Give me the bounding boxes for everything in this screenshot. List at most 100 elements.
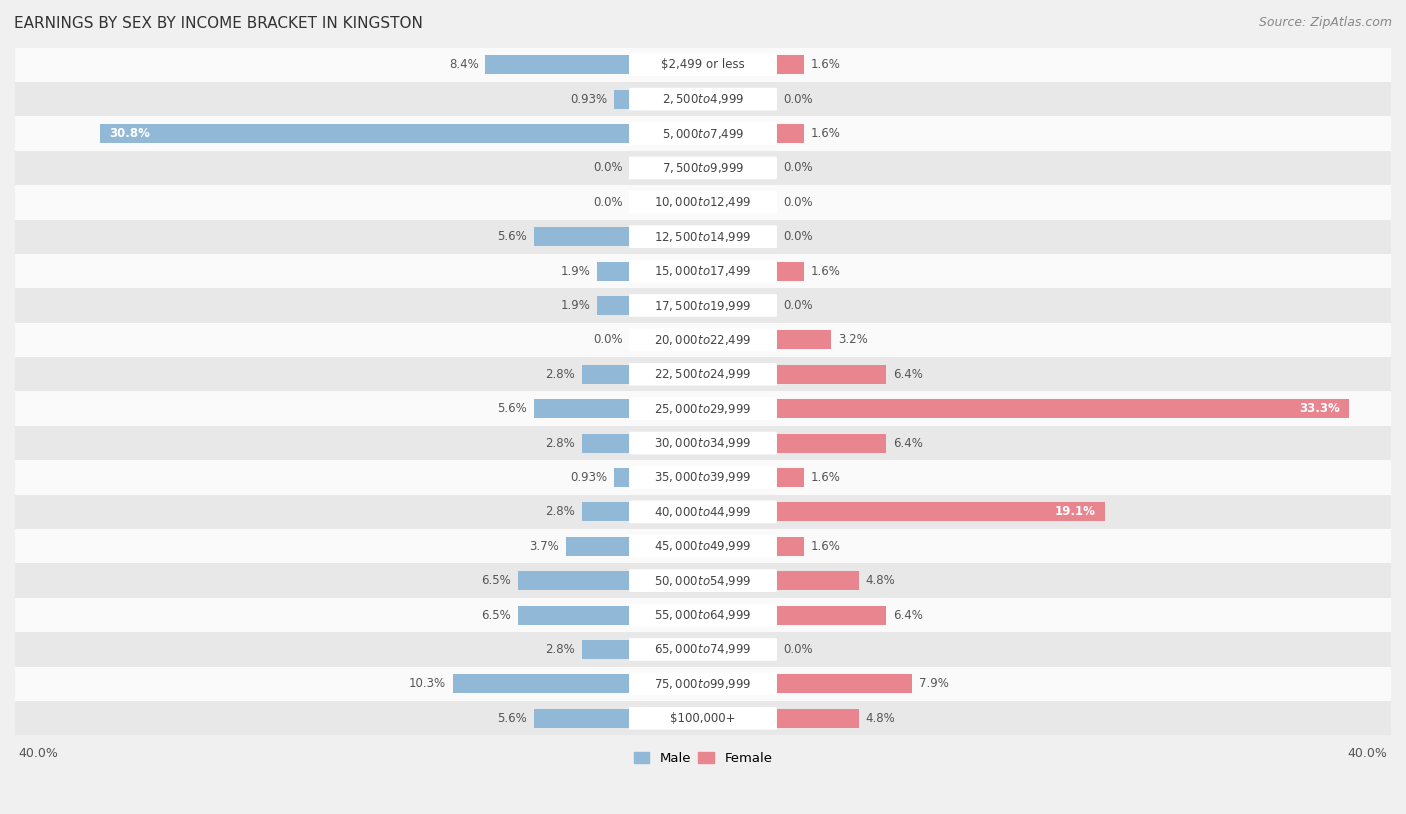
Bar xyxy=(582,434,630,453)
FancyBboxPatch shape xyxy=(628,707,778,729)
Bar xyxy=(15,563,1391,597)
Bar xyxy=(15,82,1391,116)
Text: $7,500 to $9,999: $7,500 to $9,999 xyxy=(662,161,744,175)
Text: 0.93%: 0.93% xyxy=(569,93,607,106)
Text: 0.0%: 0.0% xyxy=(783,196,813,209)
Bar xyxy=(614,468,630,487)
Bar xyxy=(15,47,1391,82)
Text: $25,000 to $29,999: $25,000 to $29,999 xyxy=(654,401,752,416)
Text: 0.0%: 0.0% xyxy=(593,196,623,209)
Bar xyxy=(15,254,1391,288)
FancyBboxPatch shape xyxy=(628,501,778,523)
Text: 30.8%: 30.8% xyxy=(108,127,149,140)
Text: 19.1%: 19.1% xyxy=(1054,505,1097,519)
Text: 1.9%: 1.9% xyxy=(561,299,591,312)
FancyBboxPatch shape xyxy=(628,88,778,111)
FancyBboxPatch shape xyxy=(628,225,778,248)
FancyBboxPatch shape xyxy=(628,363,778,386)
Text: 0.0%: 0.0% xyxy=(783,161,813,174)
Bar xyxy=(15,220,1391,254)
Text: 40.0%: 40.0% xyxy=(1348,747,1388,760)
Text: $30,000 to $34,999: $30,000 to $34,999 xyxy=(654,436,752,450)
Text: 2.8%: 2.8% xyxy=(546,368,575,381)
Bar xyxy=(15,151,1391,185)
Bar xyxy=(517,606,630,624)
Text: $22,500 to $24,999: $22,500 to $24,999 xyxy=(654,367,752,381)
Bar xyxy=(598,261,630,281)
Text: 0.0%: 0.0% xyxy=(593,161,623,174)
Bar xyxy=(598,296,630,315)
Text: 7.9%: 7.9% xyxy=(920,677,949,690)
FancyBboxPatch shape xyxy=(628,431,778,454)
Text: $40,000 to $44,999: $40,000 to $44,999 xyxy=(654,505,752,519)
Text: 2.8%: 2.8% xyxy=(546,643,575,656)
FancyBboxPatch shape xyxy=(628,638,778,661)
Text: 1.6%: 1.6% xyxy=(810,540,841,553)
Text: $20,000 to $22,499: $20,000 to $22,499 xyxy=(654,333,752,347)
Text: $65,000 to $74,999: $65,000 to $74,999 xyxy=(654,642,752,656)
Bar xyxy=(567,536,630,556)
Text: 0.0%: 0.0% xyxy=(783,299,813,312)
Text: 0.0%: 0.0% xyxy=(783,230,813,243)
FancyBboxPatch shape xyxy=(628,122,778,145)
Text: 33.3%: 33.3% xyxy=(1299,402,1340,415)
Bar xyxy=(776,674,912,694)
Text: 4.8%: 4.8% xyxy=(866,711,896,724)
FancyBboxPatch shape xyxy=(628,260,778,282)
Bar xyxy=(776,571,859,590)
Text: 2.8%: 2.8% xyxy=(546,505,575,519)
Bar xyxy=(534,399,630,418)
FancyBboxPatch shape xyxy=(628,329,778,352)
Text: $75,000 to $99,999: $75,000 to $99,999 xyxy=(654,676,752,691)
Text: 6.4%: 6.4% xyxy=(893,368,922,381)
Bar xyxy=(15,667,1391,701)
Text: 2.8%: 2.8% xyxy=(546,436,575,449)
FancyBboxPatch shape xyxy=(628,604,778,627)
Text: 6.4%: 6.4% xyxy=(893,436,922,449)
Text: 1.6%: 1.6% xyxy=(810,59,841,72)
Text: $10,000 to $12,499: $10,000 to $12,499 xyxy=(654,195,752,209)
Bar xyxy=(15,288,1391,322)
Bar xyxy=(15,116,1391,151)
Text: 1.6%: 1.6% xyxy=(810,265,841,278)
Text: EARNINGS BY SEX BY INCOME BRACKET IN KINGSTON: EARNINGS BY SEX BY INCOME BRACKET IN KIN… xyxy=(14,16,423,31)
Text: 10.3%: 10.3% xyxy=(409,677,446,690)
Text: 0.93%: 0.93% xyxy=(569,471,607,484)
Text: $5,000 to $7,499: $5,000 to $7,499 xyxy=(662,126,744,141)
Text: $55,000 to $64,999: $55,000 to $64,999 xyxy=(654,608,752,622)
Text: 4.8%: 4.8% xyxy=(866,574,896,587)
FancyBboxPatch shape xyxy=(628,535,778,558)
FancyBboxPatch shape xyxy=(628,569,778,592)
Bar xyxy=(776,124,804,143)
Bar xyxy=(776,709,859,728)
FancyBboxPatch shape xyxy=(628,54,778,76)
Text: 1.9%: 1.9% xyxy=(561,265,591,278)
Bar xyxy=(15,632,1391,667)
Bar xyxy=(15,701,1391,735)
Bar xyxy=(15,495,1391,529)
Legend: Male, Female: Male, Female xyxy=(628,746,778,770)
Bar xyxy=(15,322,1391,357)
Bar xyxy=(582,640,630,659)
Text: 0.0%: 0.0% xyxy=(783,643,813,656)
Text: $2,499 or less: $2,499 or less xyxy=(661,59,745,72)
Bar xyxy=(582,502,630,521)
FancyBboxPatch shape xyxy=(628,294,778,317)
Bar xyxy=(776,434,886,453)
Bar xyxy=(776,261,804,281)
Bar xyxy=(534,227,630,246)
Bar xyxy=(776,399,1348,418)
Bar xyxy=(534,709,630,728)
Text: 5.6%: 5.6% xyxy=(496,230,527,243)
Text: 6.5%: 6.5% xyxy=(481,609,512,622)
Text: 5.6%: 5.6% xyxy=(496,711,527,724)
Text: 8.4%: 8.4% xyxy=(449,59,478,72)
FancyBboxPatch shape xyxy=(628,191,778,214)
Bar xyxy=(15,185,1391,220)
FancyBboxPatch shape xyxy=(628,466,778,489)
Text: $45,000 to $49,999: $45,000 to $49,999 xyxy=(654,539,752,554)
Bar xyxy=(453,674,630,694)
Bar xyxy=(776,502,1105,521)
Text: Source: ZipAtlas.com: Source: ZipAtlas.com xyxy=(1258,16,1392,29)
Bar xyxy=(15,597,1391,632)
